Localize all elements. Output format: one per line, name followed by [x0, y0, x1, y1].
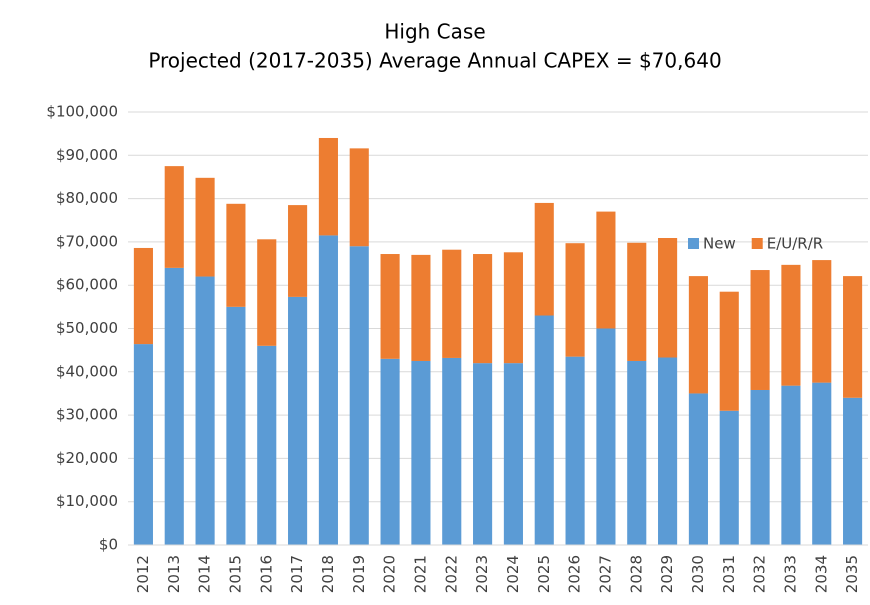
- x-tick-label: 2021: [411, 555, 429, 593]
- bar-segment: [411, 254, 431, 361]
- y-tick-label: $30,000: [56, 406, 118, 424]
- bar-segment: [226, 306, 246, 545]
- x-tick-label: 2018: [319, 555, 337, 593]
- bar-segment: [503, 363, 523, 545]
- bar-segment: [257, 239, 277, 346]
- x-tick-label: 2032: [751, 555, 769, 593]
- bar-segment: [781, 385, 801, 545]
- x-tick-label: 2035: [843, 555, 861, 593]
- x-tick-label: 2029: [658, 555, 676, 593]
- bar-segment: [257, 345, 277, 545]
- y-tick-label: $60,000: [56, 276, 118, 294]
- bar-segment: [812, 382, 832, 545]
- x-tick-label: 2028: [627, 555, 645, 593]
- chart-title: High Case: [384, 20, 485, 44]
- bar-segment: [164, 267, 184, 545]
- legend-swatch: [751, 238, 763, 249]
- x-tick-label: 2034: [812, 555, 830, 593]
- bar-segment: [812, 260, 832, 383]
- y-tick-label: $50,000: [56, 319, 118, 337]
- y-tick-label: $0: [99, 536, 118, 554]
- x-tick-label: 2013: [165, 555, 183, 593]
- y-tick-label: $100,000: [46, 103, 118, 121]
- bar-segment: [349, 148, 369, 247]
- bar-segment: [627, 360, 647, 545]
- bar-segment: [781, 264, 801, 386]
- bar-segment: [133, 344, 153, 545]
- legend-swatch: [688, 238, 699, 249]
- y-tick-label: $90,000: [56, 146, 118, 164]
- x-tick-label: 2017: [288, 555, 306, 593]
- bar-segment: [318, 137, 338, 236]
- legend-label: New: [703, 235, 736, 253]
- bar-segment: [596, 211, 616, 329]
- chart-subtitle: Projected (2017-2035) Average Annual CAP…: [148, 49, 721, 73]
- x-tick-label: 2022: [442, 555, 460, 593]
- bar-segment: [843, 276, 863, 398]
- bar-segment: [288, 205, 308, 297]
- bar-segment: [565, 243, 585, 357]
- bar-segment: [750, 270, 770, 390]
- x-tick-label: 2014: [196, 555, 214, 593]
- bar-segment: [380, 358, 400, 545]
- bar-segment: [133, 247, 153, 345]
- bar-segment: [442, 249, 462, 358]
- bar-segment: [380, 254, 400, 359]
- x-tick-label: 2024: [504, 555, 522, 593]
- bar-segment: [349, 246, 369, 546]
- y-tick-label: $80,000: [56, 189, 118, 207]
- bar-segment: [750, 389, 770, 545]
- bar-segment: [195, 276, 215, 545]
- bar-segment: [688, 393, 708, 545]
- x-tick-label: 2019: [350, 555, 368, 593]
- bar-segment: [164, 166, 184, 268]
- x-tick-label: 2020: [381, 555, 399, 593]
- y-tick-label: $20,000: [56, 449, 118, 467]
- x-tick-label: 2012: [134, 555, 152, 593]
- x-tick-label: 2027: [596, 555, 614, 593]
- x-tick-label: 2025: [535, 555, 553, 593]
- bar-segment: [565, 356, 585, 545]
- x-tick-label: 2031: [720, 555, 738, 593]
- bar-segment: [411, 360, 431, 545]
- bar-segment: [503, 252, 523, 364]
- bar-segment: [226, 203, 246, 307]
- bar-segment: [473, 363, 493, 545]
- bar-segment: [688, 276, 708, 394]
- bar-segment: [843, 397, 863, 545]
- bar-segment: [318, 235, 338, 545]
- y-tick-label: $10,000: [56, 492, 118, 510]
- bar-segment: [627, 242, 647, 361]
- bar-segment: [719, 291, 739, 411]
- x-tick-label: 2030: [689, 555, 707, 593]
- x-tick-label: 2015: [226, 555, 244, 593]
- bar-segment: [195, 177, 215, 277]
- bar-segment: [442, 357, 462, 545]
- bar-segment: [473, 254, 493, 364]
- bar-segment: [534, 202, 554, 316]
- y-tick-label: $40,000: [56, 362, 118, 380]
- x-tick-label: 2033: [781, 555, 799, 593]
- bar-segment: [534, 315, 554, 545]
- x-tick-label: 2016: [257, 555, 275, 593]
- legend-label: E/U/R/R: [767, 235, 823, 253]
- y-tick-label: $70,000: [56, 232, 118, 250]
- bar-segment: [288, 296, 308, 545]
- bar-segment: [658, 238, 678, 358]
- x-tick-label: 2023: [473, 555, 491, 593]
- bar-segment: [596, 328, 616, 545]
- x-tick-label: 2026: [566, 555, 584, 593]
- bar-segment: [719, 410, 739, 545]
- bar-segment: [658, 357, 678, 545]
